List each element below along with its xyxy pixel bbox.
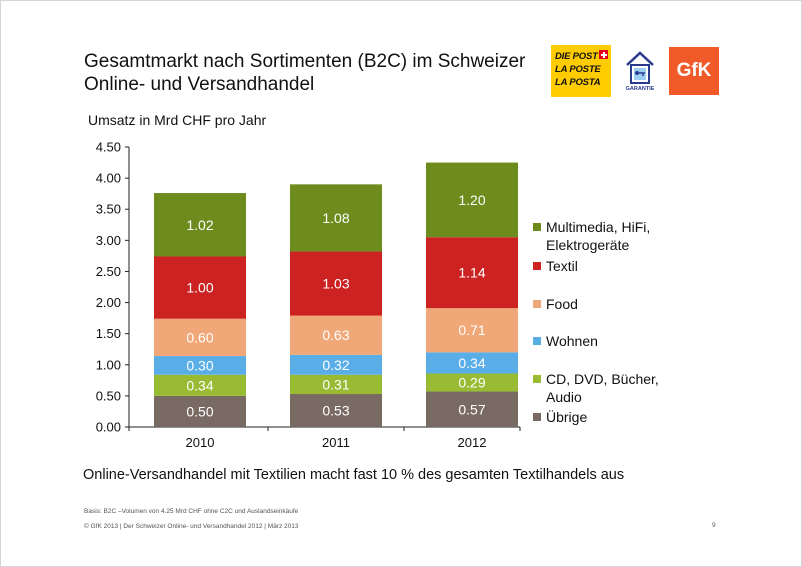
y-tick-label: 4.50 <box>96 140 121 155</box>
bar-segment <box>426 352 518 374</box>
data-label: 1.14 <box>458 265 485 281</box>
bar-segment <box>426 162 518 238</box>
bar-segment <box>426 237 518 309</box>
x-tick-label: 2010 <box>186 435 215 450</box>
data-label: 1.03 <box>322 276 349 292</box>
footer-copyright: © GfK 2013 | Der Schweizer Online- und V… <box>84 523 299 530</box>
post-logo-line-1: DIE POST <box>555 51 598 62</box>
bar-segment <box>154 318 246 357</box>
footer-basis: Basis: B2C –Volumen von 4.25 Mrd CHF ohn… <box>84 508 299 515</box>
y-tick-label: 3.00 <box>96 233 121 248</box>
data-label: 0.32 <box>322 357 349 373</box>
legend-label: Wohnen <box>546 333 598 349</box>
bar-segment <box>290 184 382 252</box>
logo-group: DIE POST LA POSTE LA POSTA GARANTIE GfK <box>551 45 721 97</box>
x-tick-label: 2012 <box>458 435 487 450</box>
data-label: 0.34 <box>458 355 485 371</box>
data-label: 0.29 <box>458 375 485 391</box>
legend-swatch <box>533 223 541 231</box>
bar-segment <box>290 394 382 427</box>
bar-segment <box>154 374 246 396</box>
legend-swatch <box>533 262 541 270</box>
y-tick-label: 0.00 <box>96 420 121 435</box>
legend-label: Textil <box>546 258 578 274</box>
page-title: Gesamtmarkt nach Sortimenten (B2C) im Sc… <box>84 51 526 95</box>
data-label: 0.34 <box>186 377 213 393</box>
y-tick-label: 0.50 <box>96 388 121 403</box>
data-label: 1.02 <box>186 217 213 233</box>
legend-swatch <box>533 337 541 345</box>
x-tick-label: 2011 <box>322 435 350 450</box>
y-tick-label: 2.00 <box>96 295 121 310</box>
die-post-logo: DIE POST LA POSTE LA POSTA <box>551 45 611 97</box>
data-label: 1.08 <box>322 210 349 226</box>
legend-swatch <box>533 300 541 308</box>
data-label: 0.30 <box>186 357 213 373</box>
bar-segment <box>426 391 518 427</box>
garantie-label: GARANTIE <box>625 86 655 92</box>
garantie-logo: GARANTIE <box>624 49 656 93</box>
y-axis-title: Umsatz in Mrd CHF pro Jahr <box>88 112 267 128</box>
summary-note: Online-Versandhandel mit Textilien macht… <box>83 467 625 483</box>
legend-label: Übrige <box>546 409 588 425</box>
y-tick-label: 1.50 <box>96 326 121 341</box>
bar-segment <box>154 193 246 257</box>
bar-segment <box>290 251 382 316</box>
data-label: 0.50 <box>186 403 213 419</box>
bar-segment <box>426 373 518 392</box>
legend-swatch <box>533 375 541 383</box>
legend-label: Multimedia, HiFi, Elektrogeräte <box>546 219 651 253</box>
legend-label: Food <box>546 296 578 312</box>
y-tick-label: 3.50 <box>96 202 121 217</box>
page-number: 9 <box>712 522 716 529</box>
swiss-cross-icon <box>599 50 608 59</box>
y-tick-label: 4.00 <box>96 171 121 186</box>
bar-segment <box>154 356 246 375</box>
data-label: 0.57 <box>458 401 485 417</box>
legend-label: CD, DVD, Bücher, Audio <box>546 371 659 405</box>
data-label: 0.63 <box>322 327 349 343</box>
data-label: 0.53 <box>322 403 349 419</box>
post-logo-line-3: LA POSTA <box>555 77 601 88</box>
post-logo-line-2: LA POSTE <box>555 64 601 75</box>
data-label: 1.20 <box>458 192 485 208</box>
y-tick-label: 1.00 <box>96 357 121 372</box>
legend-swatch <box>533 413 541 421</box>
bar-segment <box>290 315 382 355</box>
gfk-logo: GfK <box>669 47 719 95</box>
data-label: 1.00 <box>186 280 213 296</box>
bar-segment <box>290 354 382 375</box>
bar-segment <box>154 395 246 427</box>
bar-segment <box>290 374 382 395</box>
data-label: 0.60 <box>186 329 213 345</box>
y-tick-label: 2.50 <box>96 264 121 279</box>
house-badge-icon <box>626 51 654 84</box>
data-label: 0.71 <box>458 322 485 338</box>
bar-segment <box>154 256 246 319</box>
data-label: 0.31 <box>322 376 349 392</box>
bar-segment <box>426 308 518 353</box>
